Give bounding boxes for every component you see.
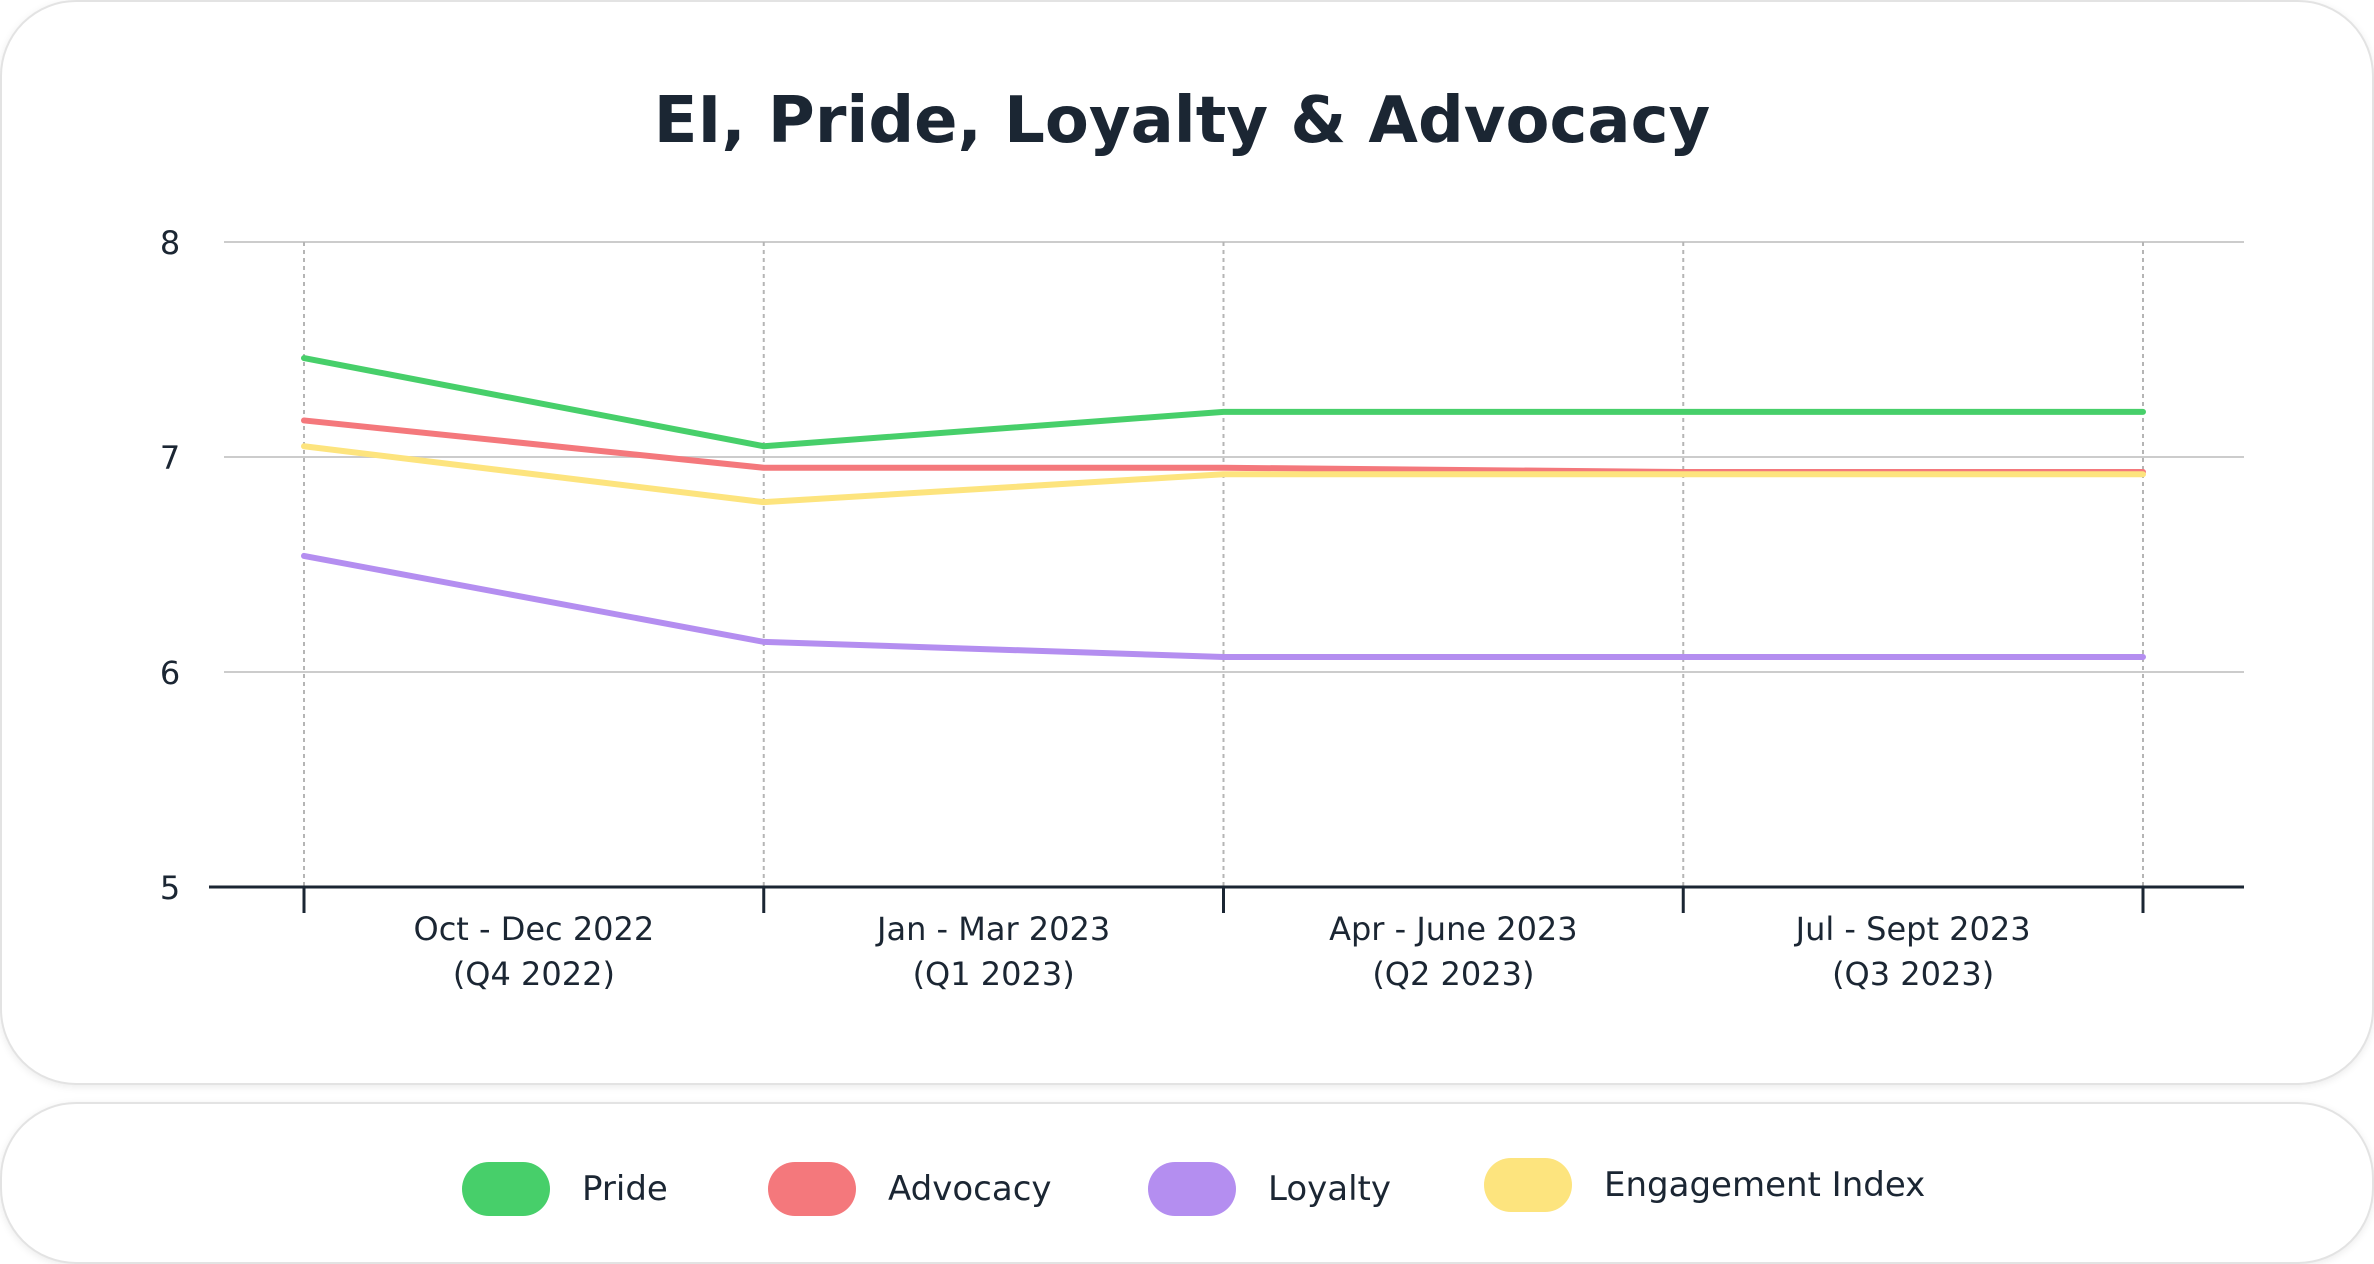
series-line-loyalty <box>301 552 2146 660</box>
legend: Pride Advocacy Loyalty Engagement Index <box>2 1104 2372 1262</box>
series-layer <box>301 355 2146 660</box>
x-tick-label: (Q3 2023) <box>1832 955 1994 993</box>
legend-label-advocacy: Advocacy <box>888 1169 1052 1209</box>
x-tick-label: (Q4 2022) <box>453 955 615 993</box>
legend-item-engagement-index: Engagement Index <box>1484 1158 1925 1212</box>
legend-label-pride: Pride <box>582 1169 668 1209</box>
series-line-pride <box>301 355 2146 450</box>
x-tick-label: (Q2 2023) <box>1372 955 1534 993</box>
y-tick-label: 5 <box>160 869 180 907</box>
x-tick-label: Jul - Sept 2023 <box>1794 910 2031 948</box>
legend-swatch-loyalty <box>1148 1162 1236 1216</box>
x-tick-label: Oct - Dec 2022 <box>414 910 655 948</box>
x-tick-label: Apr - June 2023 <box>1329 910 1578 948</box>
x-tick-label: (Q1 2023) <box>913 955 1075 993</box>
chart-title: EI, Pride, Loyalty & Advocacy <box>654 84 1710 158</box>
series-line-engagement-index <box>301 443 2146 506</box>
x-tick-label: Jan - Mar 2023 <box>875 910 1110 948</box>
y-tick-label: 8 <box>160 224 180 262</box>
grid-layer <box>224 241 2244 887</box>
legend-swatch-engagement-index <box>1484 1158 1572 1212</box>
legend-item-pride: Pride <box>462 1162 668 1216</box>
axis-layer: 5 6 7 8 Oct - Dec 2022 (Q4 2022) Jan - Mar 202… <box>160 224 2244 993</box>
y-tick-label: 7 <box>160 439 180 477</box>
legend-label-loyalty: Loyalty <box>1268 1169 1392 1209</box>
legend-card: Pride Advocacy Loyalty Engagement Index <box>0 1102 2374 1264</box>
legend-swatch-advocacy <box>768 1162 856 1216</box>
legend-swatch-pride <box>462 1162 550 1216</box>
legend-item-loyalty: Loyalty <box>1148 1162 1391 1216</box>
legend-item-advocacy: Advocacy <box>768 1162 1052 1216</box>
line-chart: EI, Pride, Loyalty & Advocacy 5 6 7 8 Oct - … <box>160 84 2244 993</box>
legend-label-engagement-index: Engagement Index <box>1604 1165 1926 1205</box>
chart-card: EI, Pride, Loyalty & Advocacy 5 6 7 8 Oct - … <box>0 0 2374 1085</box>
y-tick-label: 6 <box>160 654 180 692</box>
